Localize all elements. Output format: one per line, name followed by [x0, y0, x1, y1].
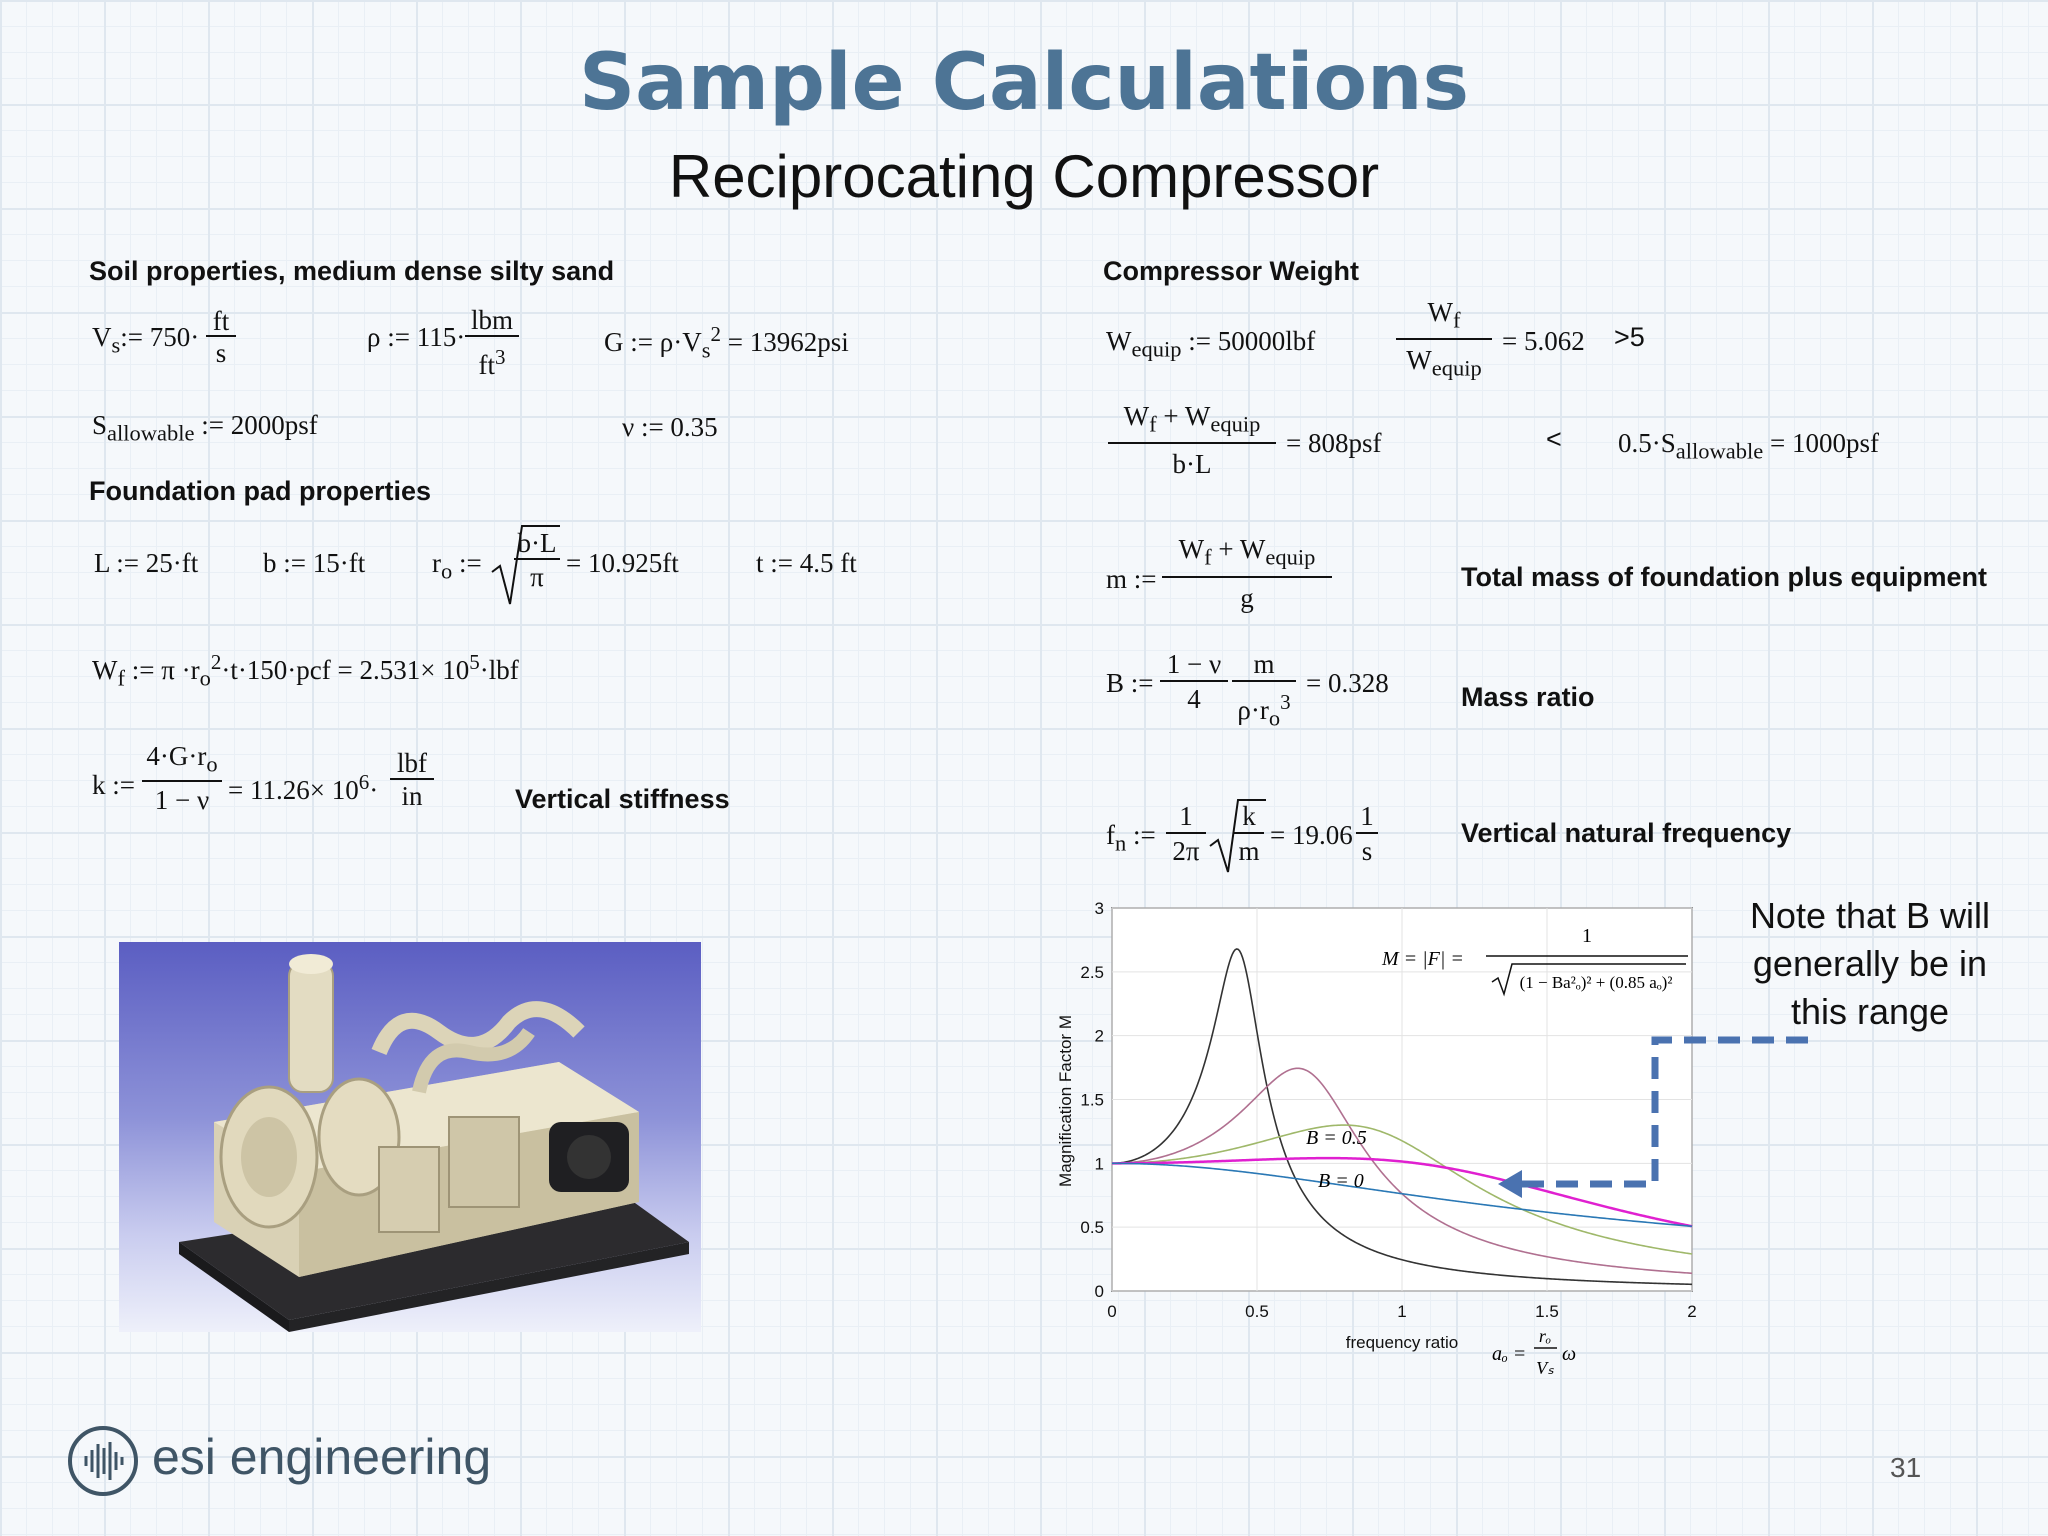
- vertical-stiffness-label: Vertical stiffness: [515, 784, 730, 814]
- less-than-sign: <: [1546, 424, 1562, 454]
- logo-text: esi engineering: [152, 1429, 492, 1485]
- y-tick-label: 2: [1095, 1027, 1104, 1046]
- wf-equation: Wf := π ·ro2·t·150·pcf = 2.531× 105·lbf: [92, 650, 519, 691]
- ro-fraction: b·L π: [514, 528, 560, 594]
- arrow-head: [1498, 1170, 1522, 1198]
- annotation-b-0: B = 0: [1318, 1170, 1364, 1192]
- pressure-result: = 808psf: [1286, 428, 1382, 458]
- pressure-fraction: Wf + Wequip b·L: [1108, 398, 1276, 484]
- half-s-allowable: 0.5·Sallowable = 1000psf: [1618, 428, 1879, 464]
- formula-denominator: (1 − Ba²ₒ)² + (0.85 aₒ)²: [1520, 973, 1673, 992]
- ro-result: = 10.925ft: [566, 548, 679, 578]
- y-tick-label: 0.5: [1080, 1218, 1104, 1237]
- x-tick-label: 0: [1107, 1302, 1116, 1321]
- natural-frequency-label: Vertical natural frequency: [1461, 818, 1792, 848]
- magnification-formula: M = |F| = 1 (1 − Ba²ₒ)² + (0.85 aₒ)²: [1381, 925, 1688, 997]
- k-fraction: 4·G·ro 1 − ν: [142, 740, 222, 818]
- compressor-header: Compressor Weight: [1103, 256, 1360, 286]
- fn-equation: fn :=: [1106, 820, 1156, 856]
- formula-numerator: 1: [1582, 925, 1592, 947]
- g-equation: G := ρ·Vs2 = 13962psi: [604, 322, 849, 363]
- x-formula-num: rₒ: [1539, 1326, 1551, 1346]
- x-formula-rhs: ω: [1562, 1343, 1576, 1365]
- mass-fraction: Wf + Wequip g: [1162, 530, 1332, 618]
- l-equation: L := 25·ft: [94, 548, 199, 578]
- chart-ticks: 0 0.5 1 1.5 2 0 0.5 1 1.5 2 2.5 3: [1080, 899, 1696, 1321]
- weight-ratio-result: = 5.062: [1502, 326, 1585, 356]
- slide-title: Sample Calculations: [578, 38, 1470, 128]
- nu-equation: ν := 0.35: [622, 412, 718, 442]
- t-equation: t := 4.5 ft: [756, 548, 857, 578]
- ro-equation: ro :=: [432, 548, 482, 584]
- rho-fraction: lbm ft3: [465, 305, 519, 385]
- x-axis-label: frequency ratio: [1346, 1333, 1458, 1352]
- annotation-b-0.5: B = 0.5: [1306, 1127, 1367, 1149]
- wequip-equation: Wequip := 50000lbf: [1106, 326, 1316, 362]
- weight-ratio-fraction: Wf Wequip: [1396, 294, 1492, 389]
- range-arrow: [1498, 1036, 1808, 1198]
- mass-label: Total mass of foundation plus equipment: [1461, 562, 1987, 592]
- dashed-arrow-line: [1508, 1036, 1808, 1188]
- fn-fraction-1: 1 2π: [1166, 800, 1206, 868]
- radical-sign: [491, 525, 560, 605]
- foundation-header: Foundation pad properties: [89, 476, 431, 506]
- k-result: = 11.26× 106·: [228, 770, 379, 805]
- s-allowable-equation: Sallowable := 2000psf: [92, 410, 318, 446]
- x-tick-label: 2: [1687, 1302, 1696, 1321]
- k-equation: k :=: [92, 770, 135, 800]
- x-formula-den: Vₛ: [1536, 1358, 1554, 1378]
- soil-header: Soil properties, medium dense silty sand: [89, 256, 615, 286]
- note-line-2: generally be in: [1752, 943, 1988, 984]
- compressor-photo: [119, 942, 701, 1332]
- b-result: = 0.328: [1306, 668, 1389, 698]
- chart-grid: [1111, 907, 1693, 1292]
- magnification-chart: 0 0.5 1 1.5 2 0 0.5 1 1.5 2 2.5 3 Magnification Fac…: [1056, 899, 1808, 1378]
- note-line-3: this range: [1790, 991, 1950, 1032]
- b-fraction-2: m ρ·ro3: [1232, 648, 1296, 738]
- series-line-B-1: [1112, 1124, 1693, 1255]
- y-tick-label: 1.5: [1080, 1091, 1104, 1110]
- k-unit-fraction: lbf in: [390, 748, 434, 812]
- x-tick-label: 0.5: [1245, 1302, 1269, 1321]
- y-axis-label: Magnification Factor M: [1056, 1015, 1075, 1187]
- mass-ratio-label: Mass ratio: [1461, 682, 1595, 712]
- series-line-B-0.5: [1112, 1156, 1693, 1228]
- note-line-1: Note that B will: [1749, 895, 1991, 936]
- fn-unit-fraction: 1 s: [1356, 800, 1378, 868]
- slide-subtitle: Reciprocating Compressor: [668, 143, 1380, 210]
- range-note: Note that B will generally be in this ra…: [1700, 892, 2040, 1036]
- series-line-B-0: [1112, 1162, 1693, 1228]
- x-tick-label: 1: [1397, 1302, 1406, 1321]
- esi-logo-icon: [68, 1426, 138, 1496]
- vs-equation: Vs:= 750·: [92, 322, 200, 358]
- y-tick-label: 3: [1095, 899, 1104, 918]
- y-tick-label: 1: [1095, 1154, 1104, 1173]
- x-tick-label: 1.5: [1535, 1302, 1559, 1321]
- y-tick-label: 0: [1095, 1282, 1104, 1301]
- weight-ratio-note: >5: [1614, 322, 1645, 352]
- mass-equation: m :=: [1106, 564, 1157, 594]
- rho-equation: ρ := 115·: [367, 322, 466, 352]
- frequency-ratio-formula: aₒ = rₒ Vₛ ω: [1492, 1326, 1576, 1378]
- y-tick-label: 2.5: [1080, 963, 1104, 982]
- chart-series: [1111, 948, 1693, 1286]
- x-formula-lhs: aₒ =: [1492, 1343, 1526, 1365]
- fn-result: = 19.06: [1270, 820, 1353, 850]
- b-ratio-equation: B :=: [1106, 668, 1154, 698]
- fn-radical-sign: [1209, 799, 1266, 873]
- vs-fraction: ft s: [206, 307, 236, 369]
- compressor-illustration: [179, 954, 689, 1332]
- fn-radical-fraction: k m: [1234, 800, 1264, 868]
- b-fraction-1: 1 − ν 4: [1160, 648, 1228, 716]
- series-line-B-5: [1111, 948, 1693, 1286]
- formula-lhs: M = |F| =: [1381, 948, 1464, 970]
- b-equation: b := 15·ft: [263, 548, 366, 578]
- page-number: 31: [1890, 1452, 1922, 1483]
